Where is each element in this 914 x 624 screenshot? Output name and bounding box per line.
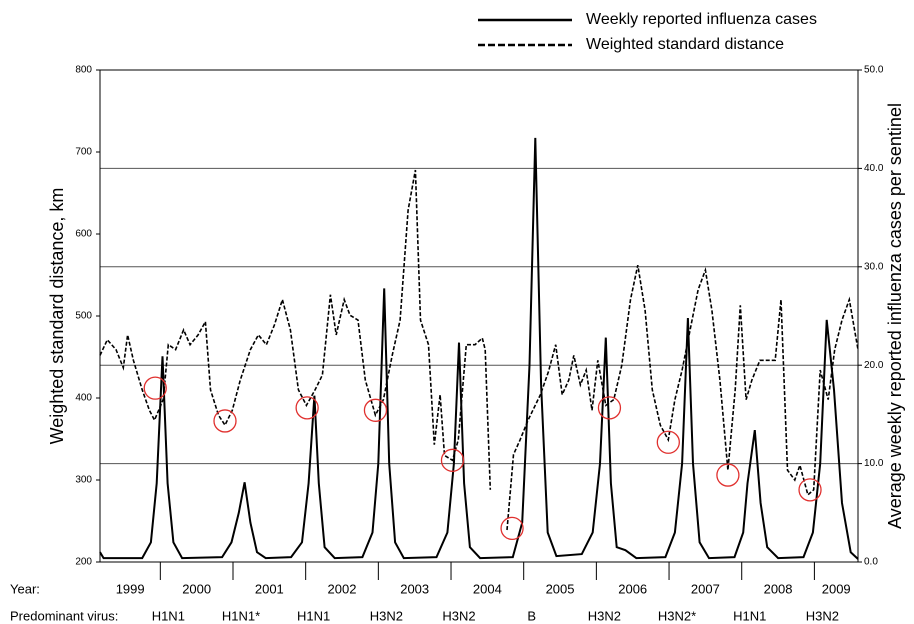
virus-label: H1N1 [297,608,330,623]
y-tick-label: 800 [75,65,92,76]
virus-label: H1N1 [733,608,766,623]
virus-row-label: Predominant virus: [10,608,118,623]
virus-label: H3N2 [588,608,621,623]
y-tick-label: 300 [75,475,92,486]
year-label: 2005 [546,581,575,596]
virus-label: B [527,608,536,623]
y-tick-label: 600 [75,229,92,240]
highlight-circle [440,448,465,472]
y2-tick-label: 30.0 [864,261,884,272]
highlight-circle [295,396,319,420]
highlight-circle [597,396,622,420]
year-label: 2004 [473,581,502,596]
highlight-circle [656,430,680,454]
year-label: 2001 [255,581,284,596]
year-label: 2008 [764,581,793,596]
y2-axis-title: Average weekly reported influenza cases … [885,103,905,529]
series-line [99,137,859,560]
series-line [99,169,859,531]
y-axis-title: Weighted standard distance, km [47,188,67,445]
highlight-circle [798,478,822,502]
legend-label: Weighted standard distance [586,36,784,53]
year-row-label: Year: [10,581,40,596]
y2-tick-label: 20.0 [864,360,884,371]
highlight-circle [716,463,740,487]
year-label: 2000 [182,581,211,596]
highlight-circle [363,398,388,422]
y-tick-label: 400 [75,393,92,404]
year-label: 2007 [691,581,720,596]
virus-label: H3N2 [442,608,475,623]
y2-tick-label: 0.0 [864,557,878,568]
highlight-circle [213,409,237,433]
y-tick-label: 700 [75,147,92,158]
year-label: 2002 [328,581,357,596]
year-label: 1999 [116,581,145,596]
plot-frame [99,69,859,563]
virus-label: H3N2 [806,608,839,623]
y-tick-label: 500 [75,311,92,322]
legend-label: Weekly reported influenza cases [586,11,817,28]
highlight-circle [500,516,524,541]
year-label: 2003 [400,581,429,596]
highlight-circle [143,376,167,400]
virus-label: H1N1* [222,608,260,623]
y-tick-label: 200 [75,557,92,568]
y2-tick-label: 50.0 [864,65,884,76]
year-label: 2006 [618,581,647,596]
virus-label: H1N1 [152,608,185,623]
virus-label: H3N2 [370,608,403,623]
y2-tick-label: 40.0 [864,163,884,174]
y2-tick-label: 10.0 [864,458,884,469]
year-label: 2009 [822,581,851,596]
virus-label: H3N2* [658,608,696,623]
